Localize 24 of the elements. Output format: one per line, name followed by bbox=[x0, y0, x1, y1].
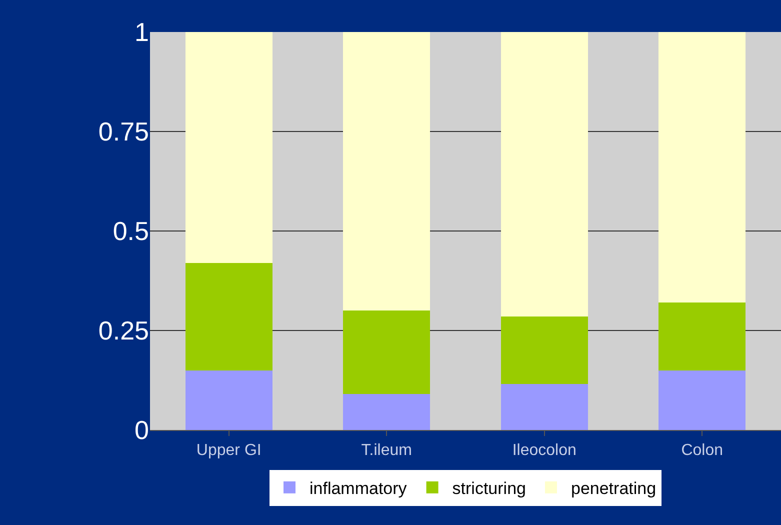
bar bbox=[185, 370, 272, 430]
bar bbox=[500, 384, 588, 430]
bar bbox=[658, 32, 746, 303]
y-tick-label: 0 bbox=[134, 415, 149, 446]
bar bbox=[185, 32, 272, 263]
bar bbox=[343, 394, 430, 430]
legend-label: penetrating bbox=[570, 478, 656, 498]
legend-label: inflammatory bbox=[310, 478, 408, 498]
bar bbox=[658, 302, 746, 370]
bar bbox=[343, 32, 430, 311]
x-tick-label: T.ileum bbox=[361, 442, 412, 460]
y-tick-label: 0.5 bbox=[112, 216, 149, 246]
bar bbox=[343, 310, 430, 394]
bar bbox=[185, 262, 272, 370]
y-tick-label: 1 bbox=[134, 17, 149, 48]
x-tick-label: Ileocolon bbox=[512, 442, 576, 460]
bar bbox=[658, 370, 746, 430]
y-tick-label: 0.25 bbox=[98, 316, 149, 346]
bar bbox=[500, 32, 588, 317]
bar bbox=[500, 316, 588, 384]
x-tick-label: Upper GI bbox=[196, 442, 262, 460]
x-tick-label: Colon bbox=[681, 442, 724, 460]
y-tick-label: 0.75 bbox=[98, 116, 149, 147]
legend-label: stricturing bbox=[452, 478, 526, 498]
